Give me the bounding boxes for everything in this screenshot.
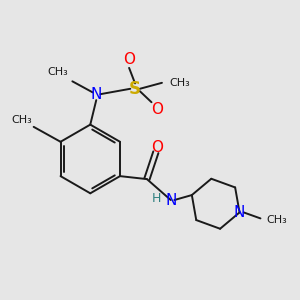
- Text: H: H: [152, 192, 161, 205]
- Text: CH₃: CH₃: [47, 68, 68, 77]
- Text: CH₃: CH₃: [266, 215, 287, 225]
- Text: CH₃: CH₃: [169, 78, 190, 88]
- Text: N: N: [234, 205, 245, 220]
- Text: S: S: [129, 80, 141, 98]
- Text: CH₃: CH₃: [11, 116, 32, 125]
- Text: N: N: [91, 87, 102, 102]
- Text: O: O: [152, 102, 164, 117]
- Text: O: O: [123, 52, 135, 67]
- Text: O: O: [151, 140, 163, 155]
- Text: N: N: [165, 193, 176, 208]
